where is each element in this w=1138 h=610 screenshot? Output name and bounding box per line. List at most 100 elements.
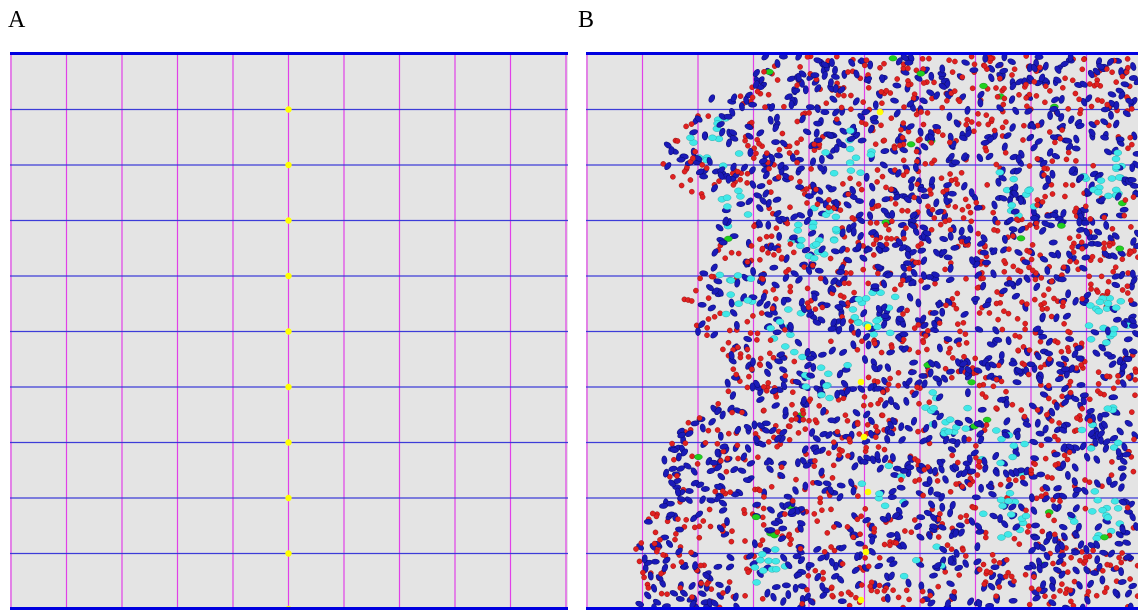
cell-red xyxy=(1094,289,1101,295)
cell-red xyxy=(888,186,895,193)
cell-blue xyxy=(997,514,1003,524)
cell-red xyxy=(1088,103,1095,110)
cell-red xyxy=(699,194,706,200)
cell-red xyxy=(892,200,899,207)
cell-red xyxy=(820,569,826,576)
cell-blue xyxy=(1108,360,1117,368)
cell-red xyxy=(1057,588,1063,594)
cell-red xyxy=(657,536,663,543)
cell-red xyxy=(789,389,796,396)
cell-red xyxy=(800,410,807,417)
cell-red xyxy=(1034,202,1041,208)
cell-red xyxy=(1000,101,1007,108)
cell-red xyxy=(1003,119,1009,125)
cell-blue xyxy=(1112,588,1119,598)
cell-cyan xyxy=(822,382,831,389)
cell-red xyxy=(1087,417,1093,424)
cell-red xyxy=(756,140,762,147)
cell-blue xyxy=(676,156,686,163)
cell-cyan xyxy=(1096,177,1106,184)
cell-cyan xyxy=(996,459,1005,467)
cell-red xyxy=(755,454,761,461)
cell-red xyxy=(728,249,735,256)
cell-red xyxy=(1048,418,1055,424)
cell-red xyxy=(1041,300,1048,306)
cell-red xyxy=(957,514,964,520)
cell-blue xyxy=(829,95,838,103)
cell-blue xyxy=(832,65,838,75)
cell-red xyxy=(707,523,714,530)
cell-cyan xyxy=(756,557,765,564)
cell-red xyxy=(1009,401,1016,408)
cell-red xyxy=(975,230,982,237)
cell-red xyxy=(693,287,699,294)
cell-blue xyxy=(1118,483,1125,492)
cell-red xyxy=(786,436,793,443)
cell-red xyxy=(920,339,927,346)
cell-red xyxy=(1104,288,1111,295)
cell-red xyxy=(881,541,888,548)
cell-red xyxy=(1068,598,1074,605)
cell-red xyxy=(811,463,817,470)
cell-red xyxy=(919,598,926,604)
cell-yellow xyxy=(864,323,872,331)
cell-red xyxy=(961,353,967,360)
cell-red xyxy=(689,594,695,600)
cell-green xyxy=(1115,245,1124,252)
cell-red xyxy=(939,104,946,111)
cell-red xyxy=(887,375,893,382)
cell-blue xyxy=(822,480,832,487)
cell-cyan xyxy=(1113,149,1122,157)
cell-red xyxy=(1003,557,1010,563)
cell-cyan xyxy=(850,314,859,321)
cell-red xyxy=(1086,81,1093,87)
cell-red xyxy=(1034,156,1041,162)
cell-blue xyxy=(701,131,708,141)
cell-cyan xyxy=(1004,497,1013,505)
cell-red xyxy=(1097,390,1104,397)
cell-red xyxy=(766,179,773,185)
cell-red xyxy=(873,220,880,226)
cell-red xyxy=(821,548,828,555)
cell-red xyxy=(787,204,793,210)
cell-red xyxy=(1025,371,1032,378)
cell-green xyxy=(916,70,925,77)
cell-blue xyxy=(974,326,984,333)
cell-red xyxy=(750,313,756,319)
cell-red xyxy=(876,554,883,561)
cell-red xyxy=(1064,569,1071,575)
cell-red xyxy=(714,427,721,433)
cell-red xyxy=(1101,245,1107,252)
cell-blue xyxy=(756,396,765,403)
cell-cyan xyxy=(866,151,876,158)
cell-red xyxy=(744,180,750,186)
cell-red xyxy=(673,531,679,537)
cell-blue xyxy=(802,481,809,491)
cell-cyan xyxy=(775,318,785,325)
cell-blue xyxy=(772,329,782,336)
cell-red xyxy=(798,136,804,142)
cell-blue xyxy=(977,406,987,413)
cell-red xyxy=(794,140,800,146)
cell-red xyxy=(954,459,961,466)
cell-blue xyxy=(1092,349,1101,357)
cell-red xyxy=(878,349,885,356)
cell-red xyxy=(927,187,933,193)
cell-red xyxy=(1104,373,1110,380)
cell-red xyxy=(876,582,883,589)
cell-red xyxy=(875,202,882,209)
cell-red xyxy=(1024,103,1030,110)
cell-blue xyxy=(1065,336,1075,343)
cell-blue xyxy=(977,98,984,108)
cell-red xyxy=(1057,498,1063,505)
cell-cyan xyxy=(736,193,745,200)
panel-a-canvas xyxy=(10,52,568,610)
cell-red xyxy=(989,551,996,558)
cell-blue xyxy=(939,502,946,512)
cell-red xyxy=(872,141,879,147)
cell-red xyxy=(1043,411,1050,418)
cell-cyan xyxy=(1103,300,1113,307)
cell-red xyxy=(696,534,703,541)
cell-red xyxy=(1054,339,1061,346)
cell-red xyxy=(1131,436,1137,443)
